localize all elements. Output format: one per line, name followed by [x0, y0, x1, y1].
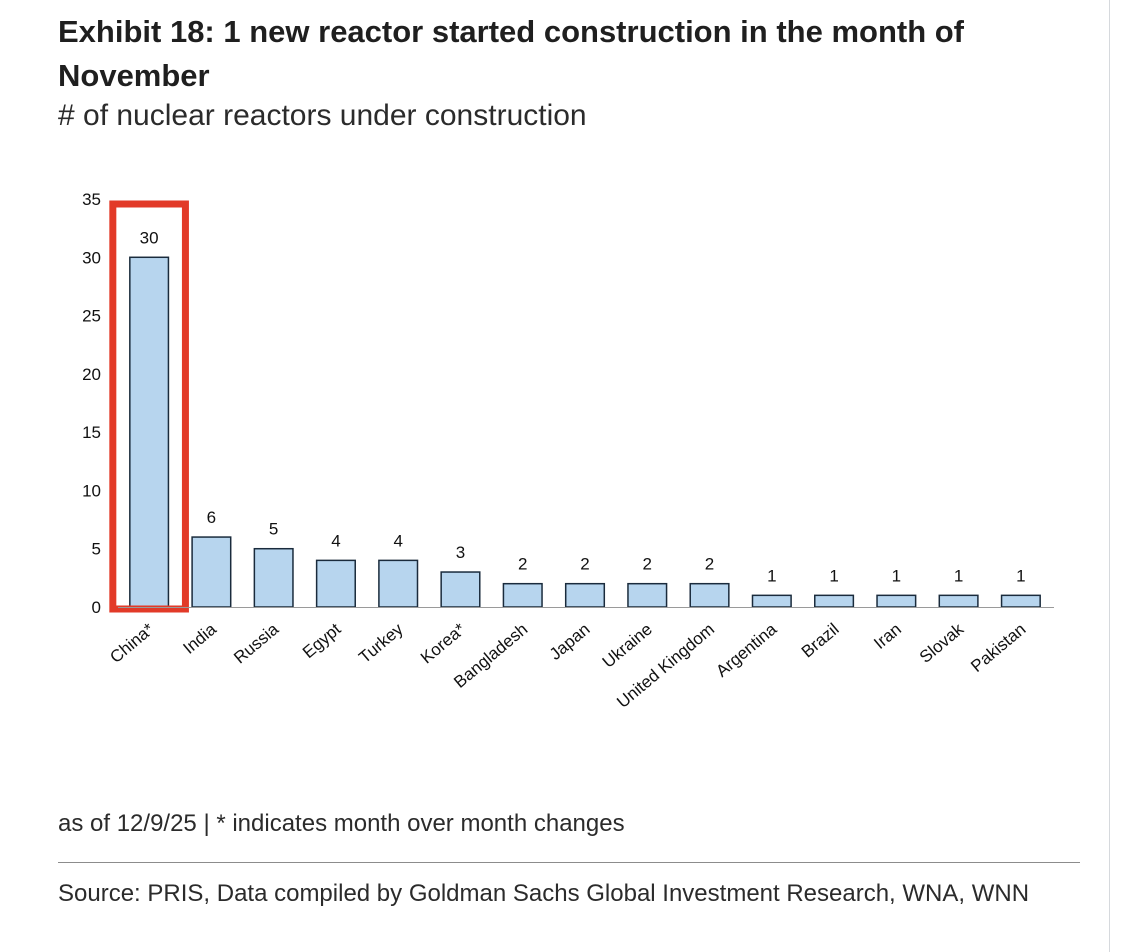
y-tick-label: 5: [92, 540, 101, 559]
bar: [564, 582, 606, 608]
x-tick-label: China*: [106, 619, 158, 667]
data-label: 2: [580, 555, 589, 574]
data-label: 1: [767, 566, 776, 585]
x-tick-label: Iran: [870, 620, 905, 653]
x-tick-label: Turkey: [355, 619, 407, 667]
data-label: 1: [954, 566, 963, 585]
x-tick-label: Ukraine: [599, 620, 656, 672]
exhibit-title: Exhibit 18: 1 new reactor started constr…: [58, 14, 965, 93]
bar: [502, 582, 543, 608]
bar-chart: 0 5 10 15 20 25 30 35 30 6 5 4 4 3 2 2 2 2 1 1 1 1 1 China* In…: [82, 190, 1054, 712]
y-axis: 0 5 10 15 20 25 30 35: [82, 190, 101, 617]
data-label: 1: [892, 566, 901, 585]
x-tick-label: Japan: [546, 620, 594, 664]
date-note: as of 12/9/25 | * indicates month over m…: [58, 810, 625, 837]
highlight-box: [109, 200, 189, 613]
data-label: 2: [518, 555, 527, 574]
bars: 30 6 5 4 4 3 2 2 2 2 1 1 1 1 1: [109, 200, 1041, 613]
data-label: 4: [393, 531, 402, 550]
bar: [689, 582, 730, 608]
bar: [191, 536, 232, 608]
bar: [938, 594, 979, 608]
x-tick-label: Brazil: [798, 620, 843, 662]
chart-subtitle: # of nuclear reactors under construction: [58, 99, 587, 132]
y-tick-label: 30: [82, 248, 101, 267]
bar: [627, 582, 668, 608]
data-label: 1: [1016, 566, 1025, 585]
data-label: 3: [456, 543, 465, 562]
source-text: Source: PRIS, Data compiled by Goldman S…: [58, 880, 1030, 907]
bar: [253, 547, 294, 608]
x-tick-label: India: [180, 619, 221, 658]
data-label: 2: [705, 555, 714, 574]
y-tick-label: 15: [82, 423, 101, 442]
divider: [58, 862, 1080, 863]
y-tick-label: 0: [92, 598, 101, 617]
y-tick-label: 35: [82, 190, 101, 209]
bar: [751, 594, 792, 608]
data-label: 1: [829, 566, 838, 585]
bar: [440, 571, 481, 608]
bar: [129, 256, 170, 608]
x-tick-label: Pakistan: [967, 620, 1029, 676]
x-axis: China* India Russia Egypt Turkey Korea*Bangla…: [106, 607, 1054, 712]
bar: [1000, 594, 1041, 608]
y-tick-label: 25: [82, 307, 101, 326]
bar: [876, 594, 917, 608]
data-label: 4: [331, 531, 340, 550]
bar: [378, 559, 419, 608]
data-label: 5: [269, 520, 278, 539]
bar: [814, 594, 855, 608]
x-tick-label: Slovak: [916, 619, 968, 667]
y-tick-label: 20: [82, 365, 101, 384]
data-label: 2: [643, 555, 652, 574]
y-tick-label: 10: [82, 481, 101, 500]
x-tick-label: Egypt: [299, 619, 345, 662]
data-label: 6: [207, 508, 216, 527]
bar: [315, 559, 356, 608]
x-tick-label: Argentina: [712, 619, 780, 681]
data-label: 30: [140, 228, 159, 247]
x-tick-label: Korea*: [417, 619, 469, 667]
x-tick-label: Russia: [230, 619, 282, 667]
